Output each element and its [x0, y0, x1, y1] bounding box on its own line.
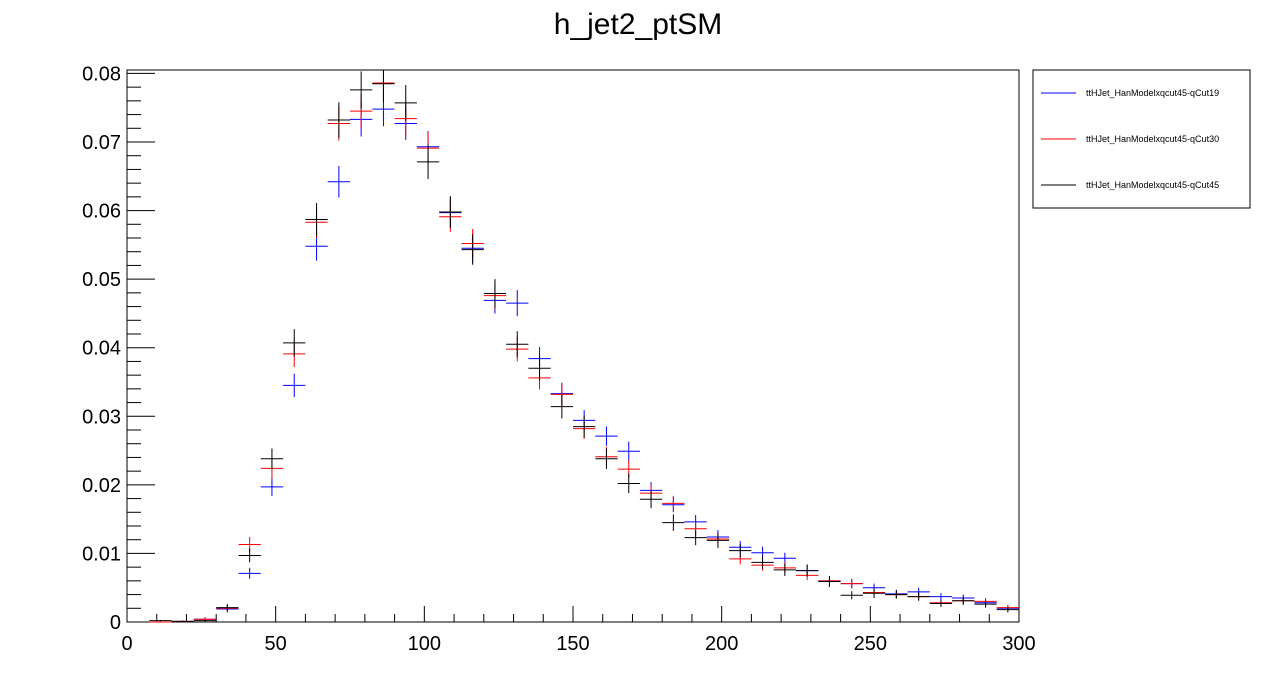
y-tick-label: 0.03 — [82, 406, 121, 428]
data-point — [461, 234, 484, 265]
data-point — [773, 552, 796, 564]
data-point — [327, 102, 350, 138]
data-point — [952, 596, 975, 605]
data-point — [506, 331, 529, 358]
data-point — [595, 426, 618, 446]
data-point — [283, 329, 306, 357]
data-point — [862, 588, 886, 598]
y-tick-label: 0.05 — [82, 269, 121, 291]
y-tick-label: 0.04 — [82, 338, 121, 360]
data-point — [372, 70, 395, 103]
data-point — [840, 579, 863, 588]
y-tick-label: 0.02 — [82, 475, 121, 497]
data-point — [974, 600, 997, 608]
y-tick-label: 0.06 — [82, 201, 121, 223]
data-point — [193, 619, 217, 622]
y-tick-label: 0.07 — [82, 132, 121, 154]
data-point — [238, 567, 261, 579]
data-point — [706, 532, 730, 548]
data-point — [662, 495, 685, 511]
data-point — [483, 279, 507, 308]
data-point — [305, 203, 328, 236]
data-point — [617, 441, 640, 461]
x-tick-label: 150 — [556, 633, 589, 655]
data-point — [595, 448, 618, 470]
y-tick-label: 0.01 — [82, 543, 121, 565]
data-point — [639, 490, 663, 509]
data-point — [260, 478, 284, 496]
data-point — [216, 604, 239, 612]
x-tick-label: 100 — [408, 633, 441, 655]
data-point — [171, 620, 194, 622]
data-point — [996, 606, 1019, 613]
data-point — [885, 590, 908, 599]
data-point — [439, 196, 462, 228]
x-tick-label: 0 — [121, 633, 132, 655]
data-point — [573, 415, 596, 438]
data-series — [149, 70, 1019, 623]
data-point — [796, 564, 819, 577]
data-point — [260, 448, 284, 470]
data-point — [929, 600, 953, 607]
x-tick-label: 200 — [705, 633, 738, 655]
legend-label-2: ttHJet_HanModelxqcut45-qCut30 — [1086, 134, 1219, 144]
data-point — [528, 355, 551, 381]
data-point — [416, 144, 440, 180]
data-point — [506, 290, 529, 317]
x-axis: 0 50 100 150 200 250 300 — [121, 606, 1036, 655]
data-point — [550, 395, 573, 419]
data-point — [327, 166, 350, 198]
legend-label-3: ttHJet_HanModelxqcut45-qCut45 — [1086, 180, 1219, 190]
chart-title: h_jet2_ptSM — [554, 8, 722, 41]
y-tick-label: 0 — [110, 612, 121, 634]
data-point — [149, 619, 172, 622]
data-point — [729, 543, 752, 558]
data-point — [238, 548, 261, 563]
data-point — [662, 514, 685, 531]
x-tick-label: 300 — [1002, 633, 1035, 655]
data-point — [751, 556, 774, 569]
x-tick-label: 250 — [854, 633, 887, 655]
legend: ttHJet_HanModelxqcut45-qCut19 ttHJet_HanM… — [1032, 69, 1251, 209]
data-point — [350, 71, 373, 109]
x-tick-label: 50 — [265, 633, 287, 655]
data-point — [907, 592, 930, 601]
y-tick-label: 0.08 — [82, 63, 121, 85]
data-point — [818, 576, 841, 588]
data-point — [684, 530, 707, 546]
data-point — [394, 85, 417, 121]
data-point — [840, 591, 863, 600]
y-axis: 0 0.01 0.02 0.03 0.04 0.05 0.06 0.07 0.08 — [82, 63, 155, 634]
legend-label-1: ttHJet_HanModelxqcut45-qCut19 — [1086, 88, 1219, 98]
data-point — [617, 473, 640, 494]
data-point — [929, 593, 953, 601]
data-point — [283, 373, 306, 398]
series-3 — [149, 70, 1019, 622]
data-point — [773, 563, 796, 577]
